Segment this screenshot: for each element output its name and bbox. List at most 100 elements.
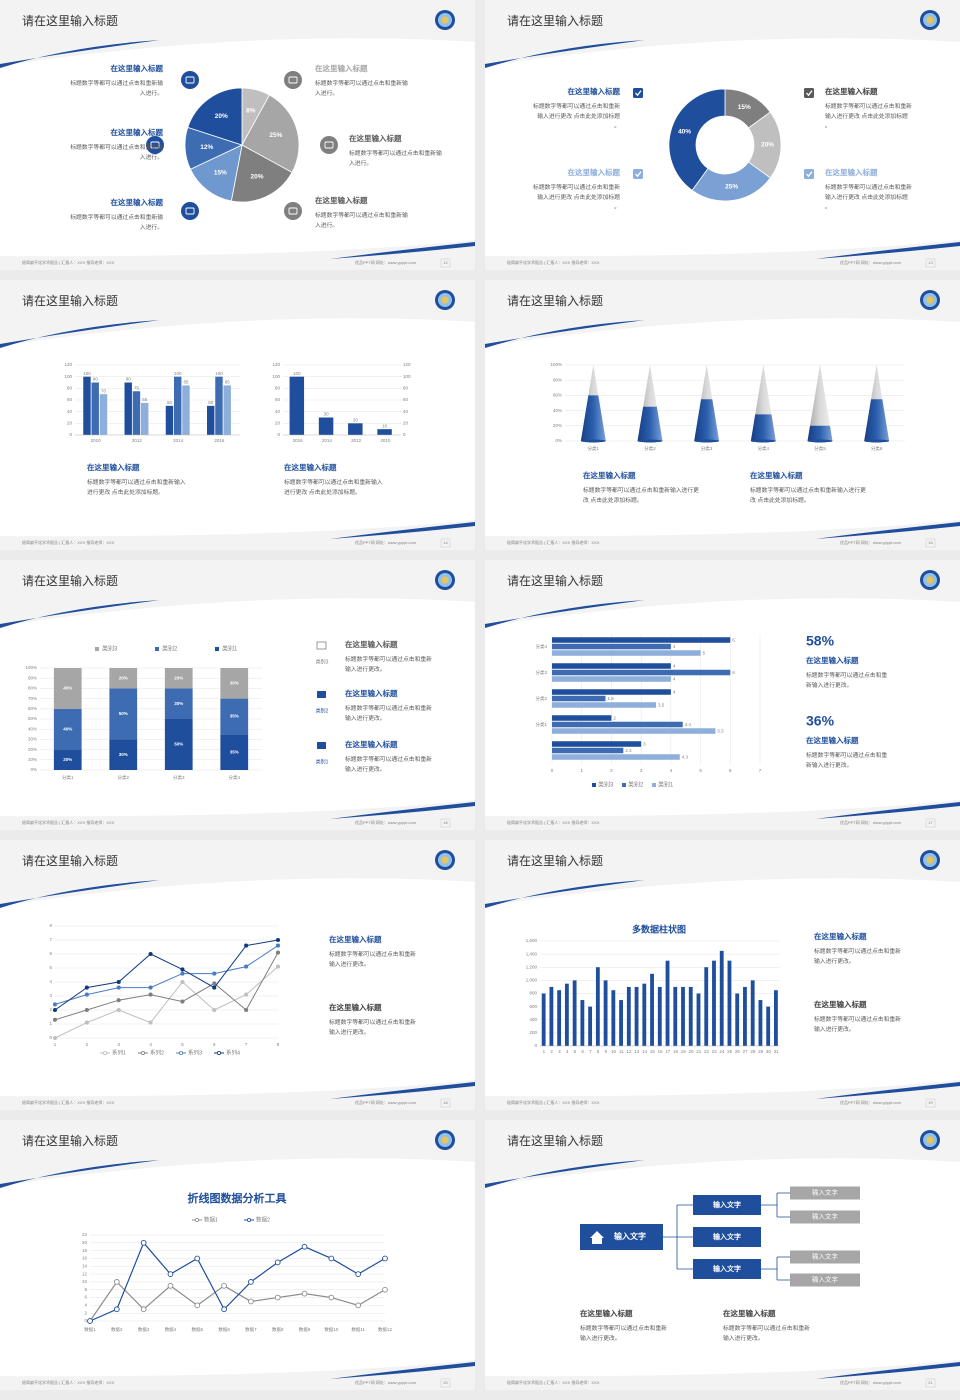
y-tick-label: 8 [84,1287,87,1292]
check [635,171,642,178]
y-tick-label: 90% [28,675,37,680]
x-tick-label: 2016 [214,438,225,443]
footer-text: 极简扁平化学术报告 | 汇报人：XXX 指导老师：XXX [22,259,115,265]
bar-segment [53,708,82,750]
logo-core [926,576,934,584]
logo-core [441,16,449,24]
item-title: 在这里输入标题 [825,167,878,177]
footer-website: 优品PPT网 网址：www.ypppt.com [355,259,417,265]
bar [552,721,683,728]
text-line: 。 [825,204,831,210]
cone-base [807,439,833,443]
x-tick-label: 分类1 [62,774,74,781]
slice-label: 25% [725,184,738,191]
text-line: 进行更改 点击此处添加标题。 [87,487,164,495]
data-label: 4 [673,689,676,694]
y-tick-label: 20% [28,747,37,752]
body-text: 标题数字等都可以通过点击和重新输入进行更改。 [814,1015,901,1033]
point [274,1294,281,1301]
data-label: 4.4 [685,722,692,727]
page-box [925,818,936,828]
text-line: 入进行。 [140,222,163,230]
bar [735,993,740,1046]
series-line [89,1280,386,1322]
x-tick-label: 2010 [380,438,391,443]
connector [663,1192,790,1281]
y-tick-label: 16 [82,1256,88,1261]
footer-shade [485,800,960,830]
x-tick-label: 31 [774,1049,780,1054]
slide-title: 请在这里输入标题 [507,13,603,28]
x-tick-label: 分类4 [758,445,770,452]
text-line: 入进行。 [315,88,338,96]
y-tick-label: 8 [49,923,52,928]
footer-swoosh [330,242,475,259]
icon-glyph [150,141,160,149]
footer-swoosh [815,802,960,819]
text-line: 标题数字等都可以通过点击和重新输 [70,213,163,221]
footer-website: 优品PPT网 网址：www.ypppt.com [355,819,417,825]
footer-text: 极简扁平化学术报告 | 汇报人：XXX 指导老师：XXX [507,539,600,545]
footer-shade [0,520,475,550]
text-line: 输入进行更改。 [345,764,386,772]
page-number: 12 [443,260,448,265]
y-tick-label: 14 [82,1263,88,1268]
point [244,1007,249,1013]
bar [758,1000,763,1046]
data-label: 50 [167,400,173,405]
y-tick-label: 70% [28,696,37,701]
y-tick-label: 20% [553,423,562,428]
y-tick-label: 40 [67,409,73,414]
data-label: 40% [63,686,72,691]
bar [595,967,600,1046]
bar-segment [164,668,193,689]
x-tick-label: 2 [550,1049,553,1054]
y-tick-label: 80 [67,386,73,391]
x-tick-label: 0 [551,768,554,773]
slice-label: 15% [214,170,227,177]
data-label: 35% [230,749,239,754]
x-tick-label: 17 [665,1049,671,1054]
bar [719,950,724,1046]
footer-swoosh [815,1362,960,1379]
x-tick-label: 2014 [322,438,333,443]
slice-label: 20% [251,174,264,181]
text-line: 输入进行更改 点击此处添加标题 [537,192,620,200]
legend-marker [194,1218,199,1223]
slide-title: 请在这里输入标题 [507,853,603,868]
bar [696,993,701,1046]
point [355,1302,362,1309]
bar [704,967,709,1046]
slide-title: 请在这里输入标题 [507,293,603,308]
text-line: 标题数字等都可以通过点击和重新 [345,755,432,763]
x-tick-label: 2012 [132,438,143,443]
bar-segment [109,668,138,689]
bar [665,960,670,1046]
cone-base [637,439,663,443]
data-label: 4 [673,644,676,649]
data-label: 4.3 [682,754,689,759]
cone-shell [807,365,833,441]
y-tick-label: 分类3 [535,669,547,676]
footer-shade [485,1080,960,1110]
slide-title: 请在这里输入标题 [22,293,118,308]
y-tick-label: 0 [277,432,280,437]
point [116,998,121,1003]
checkbox [633,88,643,98]
text-line: 输入进行更改。 [345,664,386,672]
bar [552,702,656,708]
slide-title: 请在这里输入标题 [507,573,603,588]
point [116,979,121,985]
icon [181,71,199,89]
slice [668,88,726,191]
data-label: 50% [119,711,128,716]
y-tick-label: 30% [28,737,37,742]
check [635,90,642,97]
bar [552,747,624,754]
footer-website: 优品PPT网 网址：www.ypppt.com [355,1099,417,1105]
item-title: 在这里输入标题 [814,999,867,1009]
body-text: 标题数字等都可以通过点击和重新输入进行更改。 [329,1018,416,1036]
bar [124,382,132,435]
